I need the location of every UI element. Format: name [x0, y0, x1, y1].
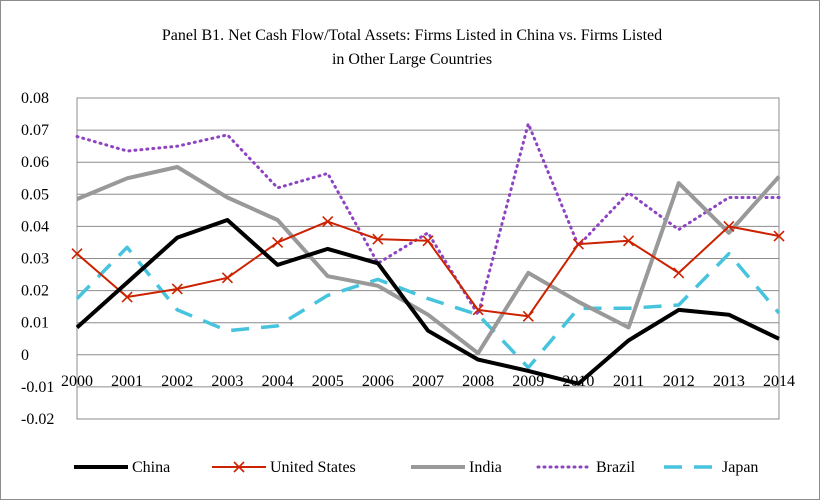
legend-label: United States	[270, 459, 356, 476]
y-tick-label: 0.06	[21, 154, 49, 171]
data-point-marker	[472, 304, 484, 316]
data-point-marker	[422, 235, 434, 247]
x-tick-label: 2000	[61, 373, 93, 390]
legend-item-united-states: United States	[212, 459, 356, 476]
y-tick-label: 0.05	[21, 186, 49, 203]
y-tick-label: 0.04	[21, 218, 49, 235]
data-point-marker	[522, 310, 534, 322]
legend-label: India	[469, 459, 502, 476]
legend-item-brazil: Brazil	[536, 459, 636, 476]
series-china	[75, 218, 780, 386]
x-tick-label: 2008	[462, 373, 494, 390]
y-tick-label: -0.02	[21, 411, 54, 428]
legend-label: Brazil	[596, 459, 636, 476]
x-tick-label: 2009	[512, 373, 544, 390]
y-tick-label: 0	[21, 347, 29, 364]
x-tick-label: 2001	[111, 373, 143, 390]
legend-item-india: India	[411, 459, 502, 476]
chart-title-line-2: in Other Large Countries	[332, 51, 492, 68]
x-tick-label: 2004	[262, 373, 294, 390]
x-tick-label: 2003	[211, 373, 243, 390]
legend-label: Japan	[722, 459, 758, 476]
x-tick-label: 2005	[312, 373, 344, 390]
y-tick-label: -0.01	[21, 379, 54, 396]
x-tick-label: 2002	[161, 373, 193, 390]
series-line	[75, 122, 781, 317]
x-tick-label: 2006	[362, 373, 394, 390]
x-tick-label: 2014	[763, 373, 795, 390]
y-tick-label: 0.03	[21, 251, 49, 268]
data-point-marker	[322, 216, 334, 228]
series-india	[76, 165, 781, 356]
x-axis-tick-labels: 2000 2001 2002 2003 2004 2005 2006 2007 2008 2009…	[61, 373, 795, 390]
gridlines	[76, 97, 780, 420]
x-tick-label: 2007	[412, 373, 444, 390]
legend: China United States India Brazil Japan	[74, 459, 758, 476]
x-tick-label: 2011	[613, 373, 644, 390]
chart-title-line-1: Panel B1. Net Cash Flow/Total Assets: Fi…	[162, 27, 662, 44]
data-point-marker	[121, 291, 133, 303]
data-point-marker	[723, 220, 735, 232]
data-point-marker	[572, 238, 584, 250]
x-tick-label: 2013	[713, 373, 745, 390]
series-line	[76, 165, 781, 356]
data-point-marker	[221, 272, 233, 284]
data-point-marker	[673, 267, 685, 279]
data-point-marker	[372, 233, 384, 245]
legend-item-japan: Japan	[664, 459, 758, 476]
legend-item-china: China	[74, 459, 170, 476]
y-tick-label: 0.08	[21, 90, 49, 107]
y-tick-label: 0.02	[21, 283, 49, 300]
legend-marker	[233, 461, 245, 473]
y-tick-label: 0.01	[21, 315, 49, 332]
data-point-marker	[773, 230, 785, 242]
data-point-marker	[71, 248, 83, 260]
y-tick-label: 0.07	[21, 122, 49, 139]
x-tick-label: 2010	[562, 373, 594, 390]
series-brazil	[75, 122, 781, 317]
y-axis-tick-labels: 0.08 0.07 0.06 0.05 0.04 0.03 0.02 0.01 0 -0.01 -0…	[21, 90, 54, 428]
series-lines	[71, 122, 785, 386]
series-united-states	[71, 216, 785, 322]
series-line	[75, 245, 781, 370]
series-line	[75, 218, 780, 386]
data-point-marker	[623, 235, 635, 247]
x-tick-label: 2012	[663, 373, 695, 390]
data-point-marker	[171, 283, 183, 295]
legend-label: China	[132, 459, 170, 476]
series-japan	[75, 245, 781, 370]
data-point-marker	[272, 236, 284, 249]
